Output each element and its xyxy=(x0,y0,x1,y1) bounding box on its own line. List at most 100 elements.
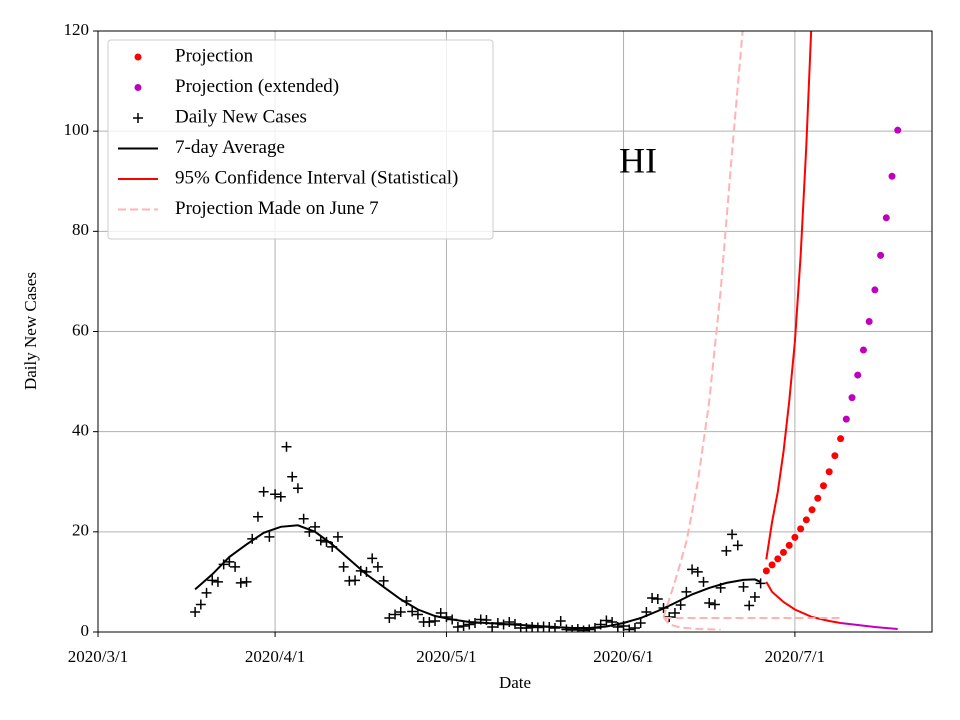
y-tick-label: 20 xyxy=(72,521,89,540)
data-point xyxy=(647,592,658,603)
data-point xyxy=(275,491,286,502)
x-tick-label: 2020/3/1 xyxy=(68,647,128,666)
data-point xyxy=(814,494,822,502)
data-point xyxy=(310,521,321,532)
data-point xyxy=(532,622,543,632)
data-point xyxy=(635,617,646,628)
data-point xyxy=(555,615,566,626)
data-point xyxy=(395,606,406,617)
x-tick-label: 2020/7/1 xyxy=(765,647,825,666)
legend-swatch xyxy=(134,84,142,91)
data-point xyxy=(298,513,309,524)
data-point xyxy=(332,531,343,542)
plot-area xyxy=(190,31,902,632)
series-line xyxy=(840,622,898,630)
data-point xyxy=(819,482,827,490)
data-point xyxy=(292,483,303,494)
data-point xyxy=(831,452,839,460)
data-point xyxy=(430,615,441,626)
data-point xyxy=(412,609,423,620)
y-tick-label: 80 xyxy=(72,220,89,239)
y-tick-label: 120 xyxy=(64,20,90,39)
y-tick-label: 100 xyxy=(64,120,90,139)
data-point xyxy=(458,620,469,631)
data-point xyxy=(882,214,890,222)
data-point xyxy=(808,506,816,514)
data-point xyxy=(669,607,680,618)
data-point xyxy=(424,616,435,627)
data-point xyxy=(190,606,201,617)
data-point xyxy=(709,599,720,610)
data-point xyxy=(207,575,218,586)
data-point xyxy=(802,516,810,524)
series-line xyxy=(662,31,744,618)
data-point xyxy=(218,559,229,570)
data-point xyxy=(744,600,755,611)
data-point xyxy=(372,561,383,572)
data-point xyxy=(762,567,770,575)
y-axis-label: Daily New Cases xyxy=(21,272,40,390)
data-point xyxy=(452,621,463,632)
data-point xyxy=(755,578,766,589)
data-point xyxy=(355,565,366,576)
legend-swatch xyxy=(133,113,143,123)
x-tick-label: 2020/5/1 xyxy=(416,647,476,666)
data-point xyxy=(779,548,787,556)
data-point xyxy=(367,553,378,564)
data-point xyxy=(212,576,223,587)
data-point xyxy=(681,586,692,597)
data-point xyxy=(894,126,902,134)
data-point xyxy=(687,564,698,575)
data-point xyxy=(235,577,246,588)
data-point xyxy=(825,468,833,476)
annotation: HI xyxy=(619,140,657,180)
data-point xyxy=(785,541,793,549)
data-point xyxy=(230,561,241,572)
x-axis-label: Date xyxy=(499,673,531,692)
data-point xyxy=(624,624,635,632)
data-point xyxy=(338,561,349,572)
data-point xyxy=(378,575,389,586)
data-point xyxy=(664,611,675,622)
data-point xyxy=(768,561,776,569)
data-point xyxy=(567,624,578,632)
data-point xyxy=(652,593,663,604)
legend-label: Projection xyxy=(175,45,254,66)
data-point xyxy=(264,531,275,542)
data-point xyxy=(791,533,799,541)
axes: 0 20 40 60 80 100 120 2020/3/1 2020/4/1 2020/5/1 2… xyxy=(64,20,826,666)
data-point xyxy=(224,556,235,567)
data-point xyxy=(877,251,885,259)
legend-label: 95% Confidence Interval (Statistical) xyxy=(175,167,458,188)
data-point xyxy=(774,555,782,563)
data-point xyxy=(797,525,805,533)
data-point xyxy=(270,489,281,500)
series-line xyxy=(662,616,721,631)
data-point xyxy=(871,286,879,294)
data-point xyxy=(258,486,269,497)
data-point xyxy=(390,609,401,620)
data-point xyxy=(584,624,595,632)
data-point xyxy=(252,511,263,522)
data-point xyxy=(407,606,418,617)
data-point xyxy=(738,581,749,592)
data-point xyxy=(698,576,709,587)
legend-box xyxy=(107,39,494,240)
legend-label: Projection (extended) xyxy=(175,76,339,97)
data-point xyxy=(727,529,738,540)
data-point xyxy=(888,172,896,180)
y-tick-label: 40 xyxy=(72,421,89,440)
data-point xyxy=(854,371,862,379)
data-point xyxy=(675,599,686,610)
data-point xyxy=(837,435,845,443)
data-point xyxy=(732,540,743,551)
x-tick-label: 2020/6/1 xyxy=(593,647,653,666)
data-point xyxy=(704,597,715,608)
series-line xyxy=(765,31,813,560)
legend-label: 7-day Average xyxy=(175,137,285,158)
data-point xyxy=(241,576,252,587)
data-point xyxy=(384,612,395,623)
data-point xyxy=(859,346,867,354)
legend-label: Daily New Cases xyxy=(175,106,307,127)
